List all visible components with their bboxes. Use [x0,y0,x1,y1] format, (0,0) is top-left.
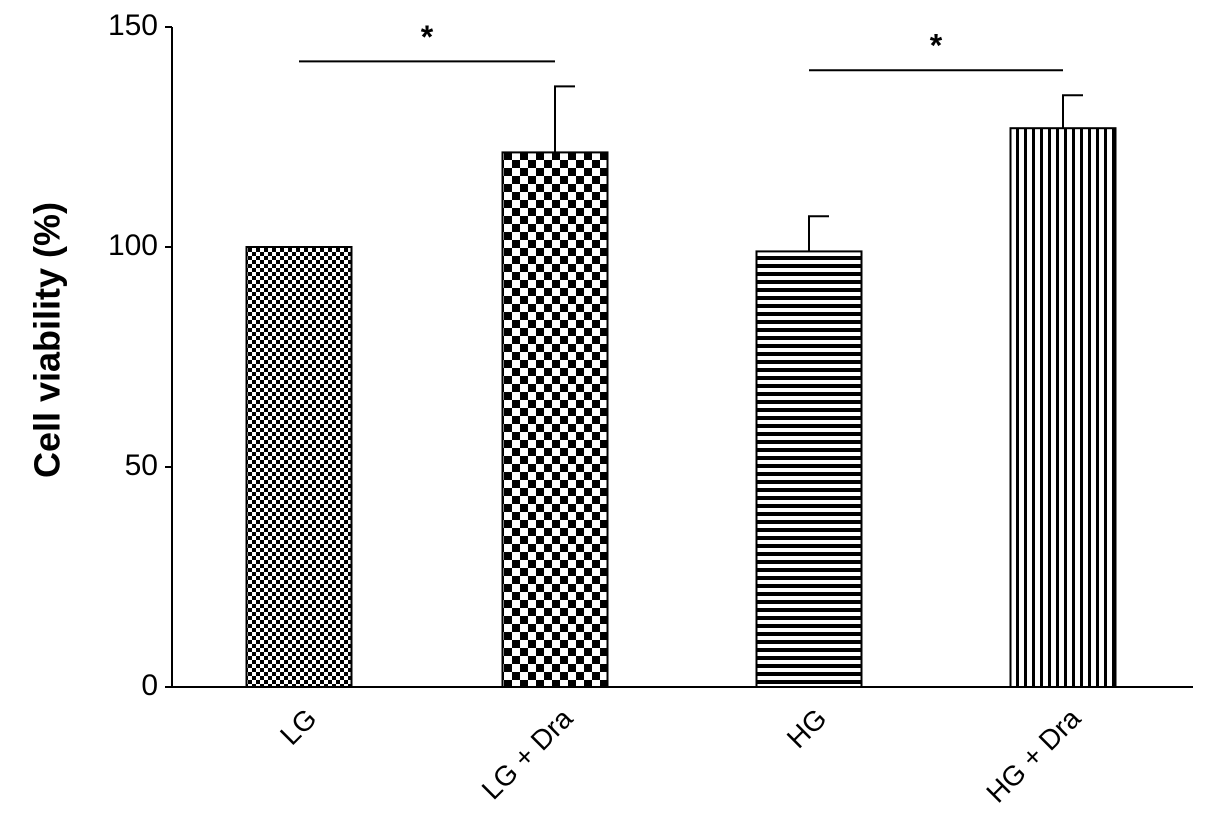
y-tick-label: 150 [108,9,158,42]
y-axis-label: Cell viability (%) [27,202,68,478]
bar [501,151,609,688]
x-tick-label: HG + Dra [980,702,1086,808]
x-tick-label: HG [781,703,833,755]
y-tick-label: 100 [108,229,158,262]
significance-label: * [421,19,434,55]
x-tick-label: LG [274,703,322,751]
error-bar [808,215,829,252]
error-bar [1062,94,1083,129]
y-tick-label: 0 [141,669,158,702]
error-bar [554,85,575,153]
bar [245,246,353,688]
x-tick-label: LG + Dra [476,702,579,805]
significance-label: * [930,28,943,64]
bar [755,250,863,688]
bar [1009,127,1117,688]
y-tick-label: 50 [125,449,158,482]
